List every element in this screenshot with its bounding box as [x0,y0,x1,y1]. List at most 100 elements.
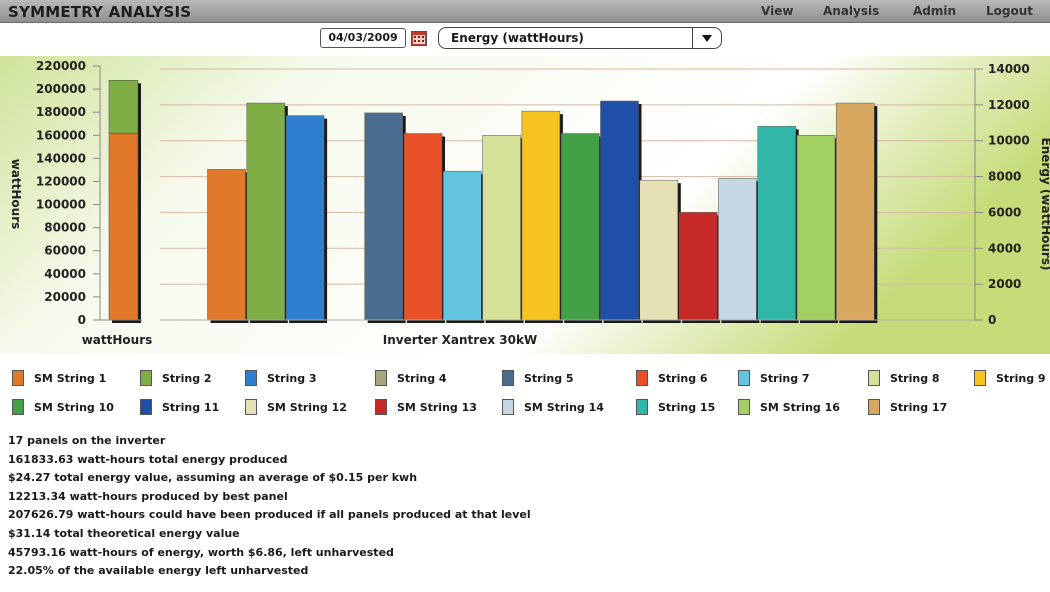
legend-swatch [502,370,514,386]
legend-swatch [974,370,986,386]
bar-sm-string-13 [678,212,718,321]
legend-swatch [245,399,257,415]
legend-swatch [245,370,257,386]
legend-swatch [738,399,750,415]
summary-total-energy: 161833.63 watt-hours total energy produc… [8,452,288,466]
legend-swatch [738,370,750,386]
legend-label: String 15 [658,401,716,414]
summary-panel: 17 panels on the inverter 161833.63 watt… [8,432,1008,581]
legend-swatch [140,399,152,415]
left-tick-label: 0 [78,313,86,327]
bar-string-9 [521,110,561,321]
legend-swatch [868,399,880,415]
legend-label: String 7 [760,372,810,385]
left-tick-label: 80000 [44,221,86,235]
summary-best-panel: 12213.34 watt-hours produced by best pan… [8,489,288,503]
total-produced-bar [108,132,139,321]
bar-sm-string-12 [639,179,679,321]
summary-theoretical-value: $31.14 total theoretical energy value [8,526,240,540]
left-tick-label: 200000 [36,82,86,96]
bar-string-5 [364,112,403,321]
energy-chart: 0 20000 40000 60000 80000 100000 120000 140000 1… [0,56,1050,354]
legend-label: String 3 [267,372,317,385]
right-tick-label: 8000 [988,170,1021,184]
legend-label: String 9 [996,372,1046,385]
chart-legend: SM String 1 String 2 String 3 String 4 Strin… [0,364,1050,420]
chevron-down-icon[interactable] [692,28,721,48]
right-tick-label: 2000 [988,277,1021,291]
right-tick-label: 14000 [988,62,1030,76]
summary-unharvested: 45793.16 watt-hours of energy, worth $6.… [8,545,394,559]
bar-sm-string-1 [207,169,246,321]
legend-swatch [12,399,24,415]
summary-energy-value: $24.27 total energy value, assuming an a… [8,471,418,485]
menu-logout[interactable]: Logout [986,4,1034,18]
chart-controls: 04/03/2009 Energy (wattHours) [0,26,1050,52]
right-tick-label: 10000 [988,134,1030,148]
legend-label: String 5 [524,372,574,385]
summary-panel-count: 17 panels on the inverter [8,434,166,447]
measure-select[interactable]: Energy (wattHours) [438,27,722,49]
left-tick-label: 140000 [36,151,86,165]
bar-string-11 [600,100,639,321]
menu-analysis[interactable]: Analysis [823,4,880,18]
app-title: SYMMETRY ANALYSIS [8,3,192,21]
legend-swatch [375,370,387,386]
summary-potential-energy: 207626.79 watt-hours could have been pro… [8,508,531,522]
total-unharvested-bar [108,80,139,134]
bar-string-2 [246,102,286,321]
left-tick-label: 40000 [44,267,86,281]
legend-label: SM String 16 [760,401,840,414]
left-tick-label: 160000 [36,128,86,142]
left-tick-label: 60000 [44,244,86,258]
legend-label: SM String 14 [524,401,604,414]
bar-sm-string-14 [718,178,757,321]
menu-view[interactable]: View [761,4,794,18]
legend-label: String 2 [162,372,212,385]
legend-swatch [636,370,648,386]
legend-label: SM String 1 [34,372,107,385]
legend-label: String 6 [658,372,708,385]
bar-string-8 [482,135,521,321]
legend-swatch [12,370,24,386]
bar-string-7 [443,170,482,321]
legend-label: String 11 [162,401,220,414]
right-tick-label: 0 [988,313,996,327]
legend-label: String 8 [890,372,940,385]
legend-label: SM String 13 [397,401,477,414]
legend-swatch [636,399,648,415]
legend-swatch [502,399,514,415]
left-tick-label: 220000 [36,59,86,73]
bar-string-15 [757,126,796,321]
category-label: Inverter Xantrex 30kW [383,333,537,347]
bar-string-17 [836,102,875,321]
legend-swatch [375,399,387,415]
right-axis-label: Energy (wattHours) [1039,138,1050,271]
left-axis-label: wattHours [9,159,23,230]
legend-label: SM String 12 [267,401,347,414]
legend-swatch [140,370,152,386]
right-tick-label: 12000 [988,98,1030,112]
bar-string-3 [285,115,325,321]
bar-sm-string-16 [796,135,836,321]
bar-chart: 0200004000060000800001000001200001400001… [0,56,1050,354]
total-category-label: wattHours [82,333,153,347]
left-tick-label: 100000 [36,198,86,212]
calendar-icon[interactable] [411,31,427,46]
right-tick-label: 6000 [988,205,1021,219]
legend-label: SM String 10 [34,401,114,414]
bar-sm-string-10 [560,133,600,321]
legend-label: String 4 [397,372,447,385]
bar-string-6 [403,133,443,321]
legend-swatch [868,370,880,386]
measure-select-value: Energy (wattHours) [451,31,584,45]
left-tick-label: 20000 [44,290,86,304]
left-tick-label: 120000 [36,174,86,188]
summary-unharvested-percent: 22.05% of the available energy left unha… [8,564,309,578]
menu-admin[interactable]: Admin [913,4,957,18]
date-field[interactable]: 04/03/2009 [320,28,406,48]
left-tick-label: 180000 [36,105,86,119]
right-tick-label: 4000 [988,241,1021,255]
top-menu-bar: SYMMETRY ANALYSIS View Analysis Admin Lo… [0,0,1050,23]
legend-label: String 17 [890,401,948,414]
